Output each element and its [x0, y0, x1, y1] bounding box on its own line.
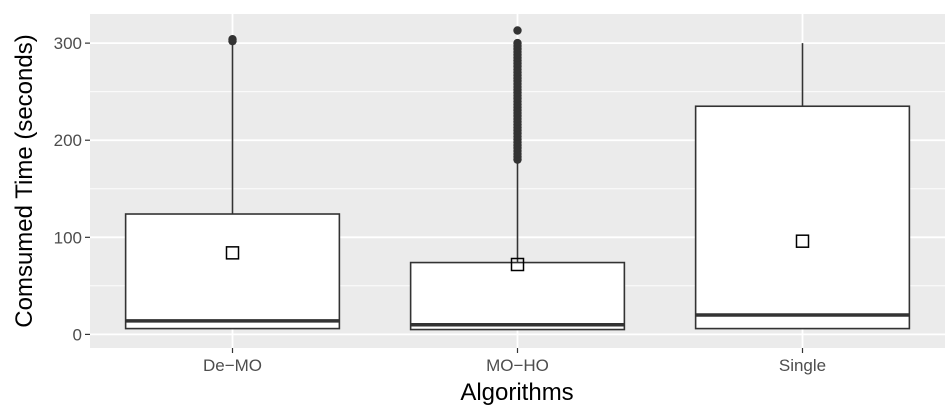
x-tick-label: Single	[779, 356, 826, 375]
x-axis-title: Algorithms	[460, 379, 573, 406]
mean-marker	[510, 257, 525, 272]
box-moho	[409, 26, 626, 331]
y-axis-title: Comsumed Time (seconds)	[11, 34, 38, 327]
y-axis: 0 100 200 300	[54, 34, 90, 344]
outlier-point	[513, 38, 522, 48]
y-tick-label: 0	[73, 325, 82, 344]
boxes	[124, 26, 911, 331]
y-tick-label: 300	[54, 34, 82, 53]
y-tick-label: 100	[54, 228, 82, 247]
mean-marker	[225, 246, 240, 260]
box-demo	[124, 35, 341, 330]
outlier-point	[513, 26, 522, 35]
x-axis: De−MO MO−HO Single	[203, 348, 826, 375]
mean-marker	[795, 234, 810, 248]
box-body	[694, 105, 911, 330]
y-tick-label: 200	[54, 131, 82, 150]
box-body	[124, 213, 341, 330]
outlier-point	[228, 35, 237, 44]
x-tick-label: MO−HO	[486, 356, 549, 375]
x-tick-label: De−MO	[203, 356, 262, 375]
box-body	[409, 261, 626, 331]
box-single	[694, 43, 911, 330]
